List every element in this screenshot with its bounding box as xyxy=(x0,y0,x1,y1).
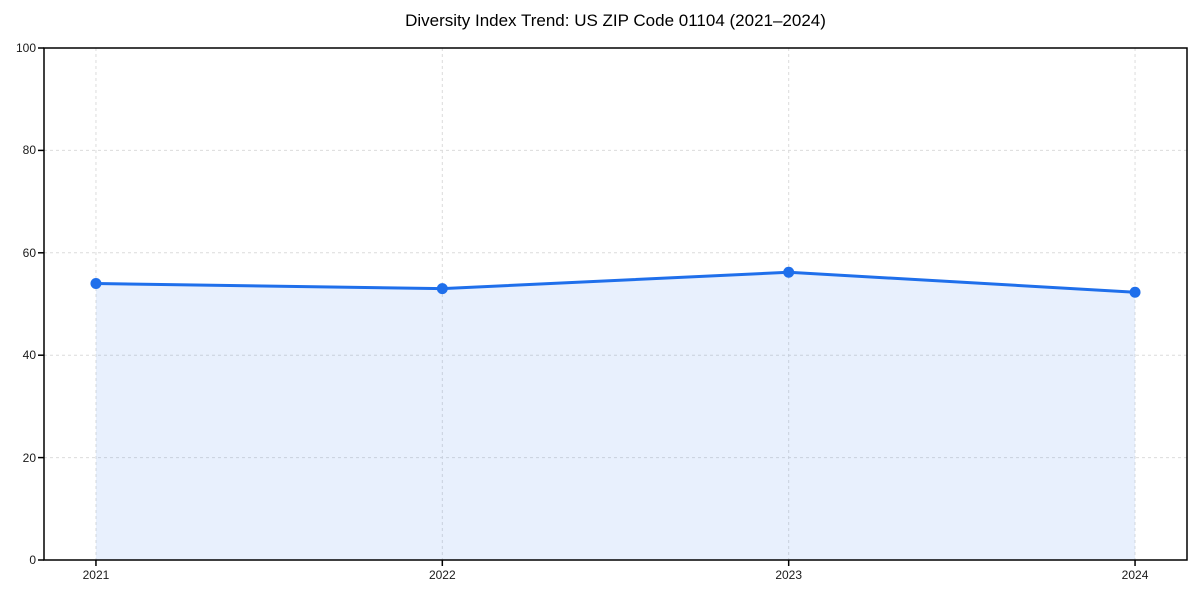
x-tick-label: 2024 xyxy=(1121,568,1149,582)
chart-title: Diversity Index Trend: US ZIP Code 01104… xyxy=(405,11,826,30)
y-tick-label: 0 xyxy=(29,553,36,567)
data-point-marker xyxy=(90,278,102,290)
x-tick-label: 2023 xyxy=(775,568,803,582)
plot-border xyxy=(43,47,1188,561)
area-fill xyxy=(95,272,1136,560)
x-tick-label: 2022 xyxy=(428,568,456,582)
y-tick-label: 60 xyxy=(22,245,36,260)
y-tick-label: 100 xyxy=(15,41,36,55)
trend-line xyxy=(94,270,1137,294)
y-tick-label: 40 xyxy=(22,348,36,363)
data-point-marker xyxy=(436,283,448,295)
data-point-marker xyxy=(783,266,795,278)
y-tick-label: 80 xyxy=(22,143,36,158)
y-tick-label: 20 xyxy=(22,450,36,465)
x-tick-label: 2021 xyxy=(82,568,110,582)
data-point-marker xyxy=(1129,286,1141,298)
plot-area xyxy=(38,47,1188,566)
